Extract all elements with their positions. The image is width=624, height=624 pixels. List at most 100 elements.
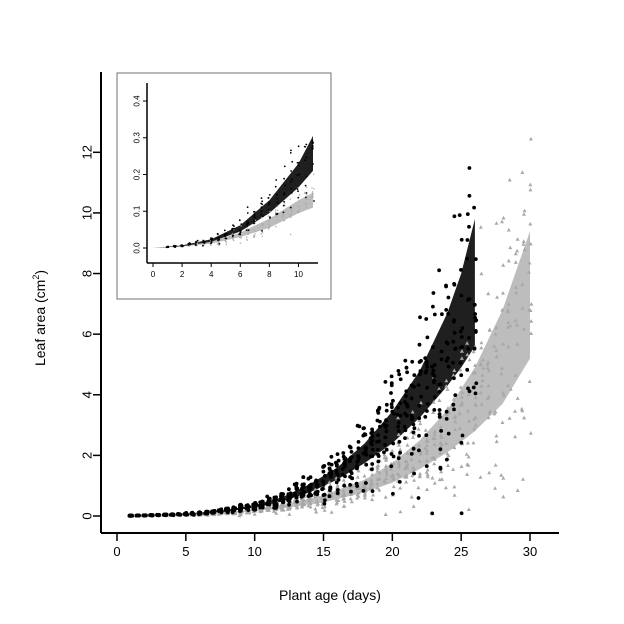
inset-point-dark [202,239,205,242]
main-point-dark [402,424,407,429]
main-point-dark [321,479,326,484]
main-point-dark [356,446,361,451]
main-point-dark [217,509,221,513]
main-point-light [341,478,346,482]
main-point-dark [410,415,415,420]
inset-point-light [195,244,198,247]
inset-point-dark [239,231,242,234]
main-point-light [327,480,332,484]
main-point-dark [370,467,374,472]
main-point-light [473,395,478,400]
main-point-light [423,446,428,450]
inset-point-light [225,243,228,246]
main-point-light [513,434,518,439]
inset-point-dark [305,192,308,194]
inset-point-light [297,211,300,213]
main-point-dark [370,434,375,439]
inset-point-light [187,244,190,247]
main-point-light [416,485,421,490]
inset-point-dark [289,206,292,209]
main-y-tick-label: 2 [80,452,95,459]
main-point-light [522,247,527,252]
main-point-dark [342,464,347,469]
main-point-light [409,457,414,461]
inset-point-dark [216,237,219,239]
main-point-dark [288,492,293,497]
main-point-dark [281,500,285,505]
inset-point-light [283,219,286,222]
inset-point-light [210,243,212,246]
inset-point-light [313,187,315,190]
main-point-light [417,458,422,463]
main-point-light [395,471,400,476]
inset-point-light [247,231,250,234]
main-x-tick-label: 20 [385,544,399,559]
main-points [127,136,534,518]
main-point-dark [349,450,354,454]
main-point-dark [396,429,401,433]
main-point-light [467,419,471,423]
main-point-light [494,325,499,330]
inset-point-light [217,241,220,243]
main-point-dark [274,495,278,500]
main-point-light [473,423,478,427]
main-point-light [478,390,483,395]
main-point-light [438,425,443,429]
inset-point-dark [174,245,177,248]
main-y-tick-label: 0 [80,512,95,519]
inset-point-light [311,191,314,194]
main-point-light [238,512,243,516]
main-point-light [453,419,458,424]
main-point-dark [295,499,299,504]
inset-point-dark [260,210,263,212]
main-point-dark [307,486,311,491]
main-point-dark [397,480,402,484]
main-point-dark [335,452,340,456]
inset-point-dark [253,220,256,223]
main-point-light [431,400,436,404]
main-point-light [453,414,458,418]
inset-point-dark [298,161,300,164]
inset-band-dark [153,135,313,248]
inset-point-dark [210,241,213,243]
main-point-dark [411,446,416,451]
inset-point-light [290,212,293,215]
main-point-dark [424,362,429,366]
main-point-dark [412,471,416,476]
main-point-light [430,475,435,480]
inset-point-dark [210,239,213,242]
main-point-dark [453,393,458,397]
main-point-dark [321,469,326,474]
inset-point-light [276,209,279,212]
inset-point-light [297,205,300,208]
main-point-dark [472,302,477,307]
main-point-dark [378,424,382,429]
main-point-light [362,495,367,500]
main-point-dark [409,396,414,401]
main-point-dark [301,475,306,479]
main-point-light [519,406,524,411]
inset-point-dark [312,141,314,144]
main-point-light [308,501,312,505]
inset-point-dark [312,145,314,147]
main-point-light [314,509,319,514]
main-point-light [383,495,388,499]
main-point-light [527,260,532,265]
inset-point-light [268,218,271,220]
main-point-light [432,461,437,466]
main-point-dark [412,373,417,377]
inset-point-dark [267,208,270,211]
main-point-dark [370,430,375,434]
main-point-light [341,488,346,493]
main-point-light [375,464,380,468]
main-point-dark [383,442,387,447]
main-point-dark [361,488,366,493]
main-point-light [322,495,327,499]
inset-point-dark [253,222,255,225]
main-point-dark [437,382,442,387]
main-point-light [520,306,525,310]
inset-x-tick-label: 4 [209,270,214,279]
main-point-dark [336,477,341,482]
main-point-dark [375,418,380,423]
main-point-light [349,499,354,504]
